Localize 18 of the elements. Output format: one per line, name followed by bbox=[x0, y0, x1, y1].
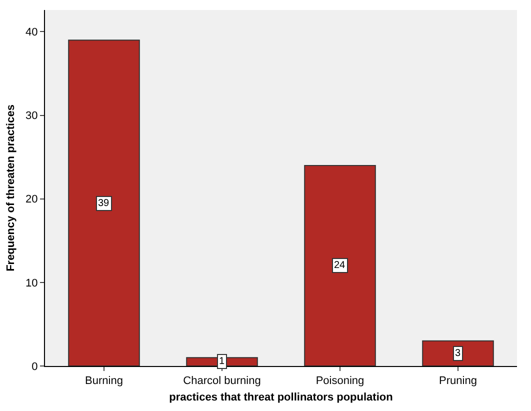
y-tick-label: 40 bbox=[26, 26, 38, 39]
y-tick-label: 0 bbox=[32, 360, 38, 373]
bar bbox=[422, 340, 494, 366]
x-tick-label: Poisoning bbox=[316, 375, 364, 388]
data-label: 39 bbox=[98, 198, 110, 209]
data-label: 24 bbox=[334, 260, 346, 271]
x-tick-label: Charcol burning bbox=[183, 375, 261, 388]
data-label: 1 bbox=[219, 356, 225, 367]
bar bbox=[68, 40, 140, 366]
x-axis-title: practices that threat pollinators population bbox=[169, 391, 394, 404]
y-axis-title: Frequency of threaten practices bbox=[5, 104, 18, 272]
y-tick-label: 20 bbox=[26, 194, 38, 206]
x-tick-label: Burning bbox=[85, 375, 123, 388]
y-tick-label: 10 bbox=[26, 277, 38, 290]
bar bbox=[304, 164, 376, 366]
y-tick-label: 30 bbox=[26, 110, 38, 122]
x-tick-label: Pruning bbox=[439, 375, 477, 388]
data-label: 3 bbox=[455, 348, 461, 359]
